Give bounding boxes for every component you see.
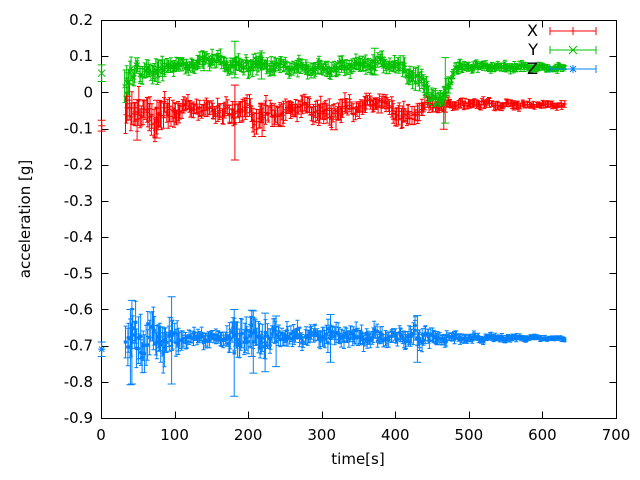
x-tick-label: 300 xyxy=(307,426,336,444)
y-tick-label: 0.2 xyxy=(69,11,93,29)
legend-sample-X xyxy=(549,27,597,35)
x-tick-label: 100 xyxy=(160,426,189,444)
plot-border xyxy=(101,20,617,419)
x-tick-label: 700 xyxy=(602,426,631,444)
legend-label-y: Y xyxy=(527,40,538,59)
series-X xyxy=(97,83,567,161)
plot-area xyxy=(97,40,568,397)
y-tick-label: -0.9 xyxy=(64,409,93,427)
y-axis-title: acceleration [g] xyxy=(16,160,34,278)
legend: X Y Z xyxy=(527,21,597,78)
y-tick-label: -0.1 xyxy=(64,120,93,138)
y-tick-label: -0.6 xyxy=(64,300,93,318)
x-tick-label: 500 xyxy=(455,426,484,444)
errorbars-X xyxy=(97,83,567,161)
axes: 0 100 200 300 400 500 600 700 0.2 0.1 0 -0.1 -0.2 -0.… xyxy=(64,11,631,444)
legend-label-x: X xyxy=(527,21,538,40)
series-Y xyxy=(97,40,568,124)
y-tick-label: -0.3 xyxy=(64,192,93,210)
x-tick-label: 0 xyxy=(96,426,106,444)
y-tick-label: -0.8 xyxy=(64,373,93,391)
y-tick-label: 0 xyxy=(83,83,93,101)
y-tick-label: -0.7 xyxy=(64,337,93,355)
x-axis-title: time[s] xyxy=(331,450,384,468)
y-tick-label: -0.5 xyxy=(64,264,93,282)
axis-ticks xyxy=(101,20,617,419)
y-tick-label: -0.2 xyxy=(64,156,93,174)
markers-X xyxy=(98,96,567,133)
legend-label-z: Z xyxy=(527,59,538,78)
y-tick-label: 0.1 xyxy=(69,47,93,65)
x-tick-label: 400 xyxy=(381,426,410,444)
legend-sample-Y xyxy=(549,45,597,55)
x-tick-label: 600 xyxy=(528,426,557,444)
legend-sample-Z xyxy=(549,65,597,73)
markers-Z xyxy=(98,320,567,360)
legend-samples xyxy=(549,27,597,73)
x-tick-label: 200 xyxy=(234,426,263,444)
series-Z xyxy=(97,296,567,397)
errorbars-Z xyxy=(97,296,567,397)
y-tick-label: -0.4 xyxy=(64,228,93,246)
markers-Y xyxy=(97,52,568,104)
